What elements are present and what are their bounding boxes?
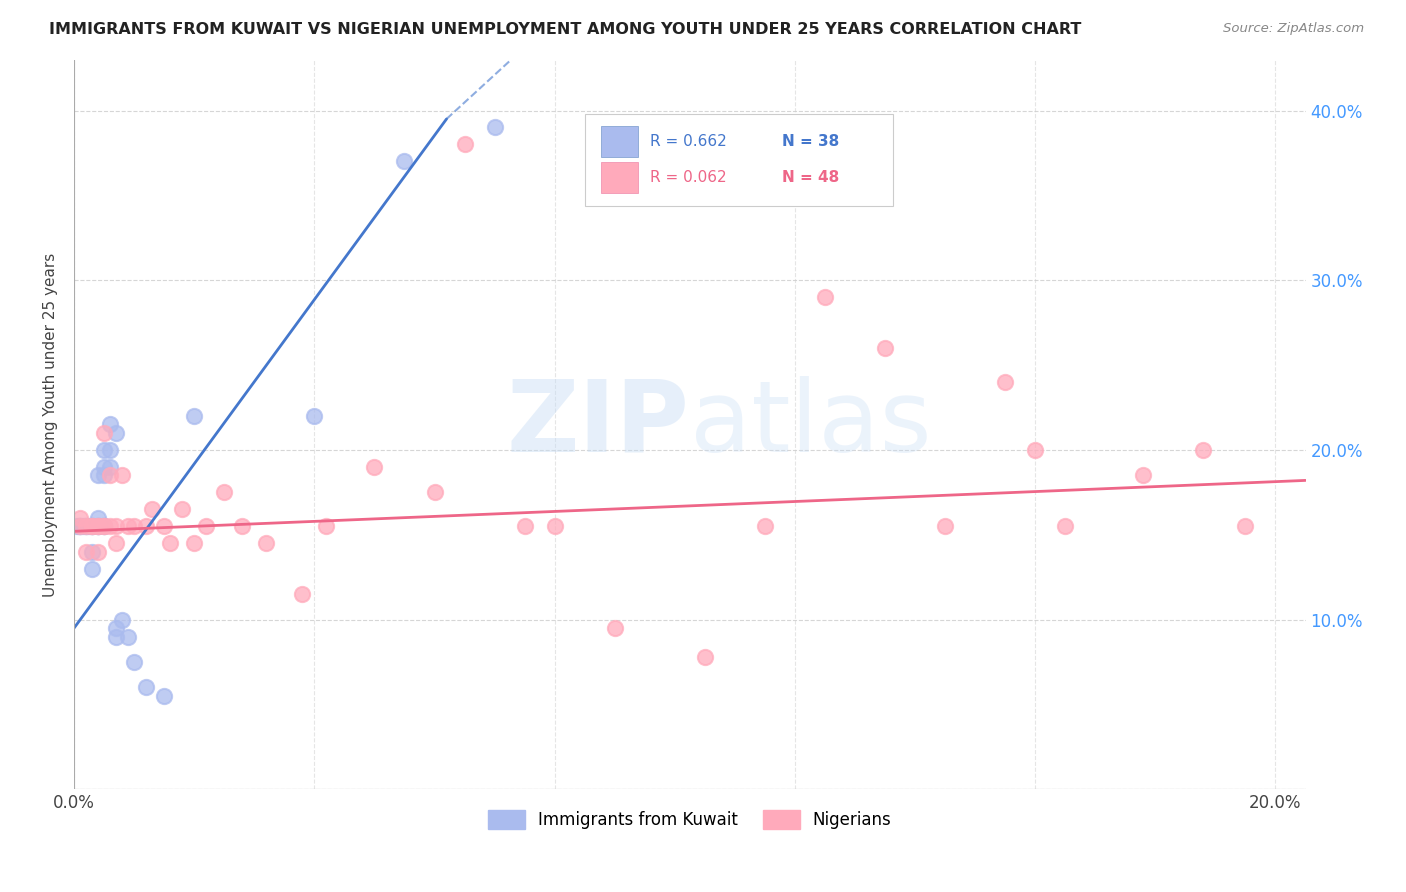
Point: [98, 468, 121, 483]
Text: N = 48: N = 48: [782, 170, 839, 186]
Point: [82, 519, 104, 533]
Point: [69, 519, 91, 533]
Point: [231, 519, 253, 533]
Point: [1192, 442, 1215, 457]
Text: R = 0.062: R = 0.062: [651, 170, 727, 186]
Point: [75, 519, 97, 533]
Point: [82, 519, 104, 533]
Point: [66, 519, 89, 533]
Point: [69, 519, 91, 533]
FancyBboxPatch shape: [602, 126, 638, 157]
Point: [67, 519, 90, 533]
Point: [72, 519, 94, 533]
Point: [117, 630, 139, 644]
Point: [111, 613, 134, 627]
Point: [122, 519, 145, 533]
Point: [994, 375, 1017, 389]
Point: [75, 519, 97, 533]
Point: [153, 519, 176, 533]
Point: [98, 417, 121, 432]
Point: [183, 409, 205, 423]
Point: [135, 519, 157, 533]
Point: [75, 544, 97, 558]
Point: [315, 519, 337, 533]
Point: [814, 290, 837, 304]
Point: [135, 681, 157, 695]
Text: Source: ZipAtlas.com: Source: ZipAtlas.com: [1223, 22, 1364, 36]
Point: [82, 519, 104, 533]
Point: [363, 459, 385, 474]
Point: [159, 536, 181, 550]
Point: [291, 587, 314, 601]
Legend: Immigrants from Kuwait, Nigerians: Immigrants from Kuwait, Nigerians: [481, 803, 898, 836]
Point: [93, 519, 115, 533]
Point: [98, 459, 121, 474]
Point: [304, 409, 326, 423]
Point: [105, 519, 128, 533]
Point: [87, 468, 110, 483]
Point: [254, 536, 277, 550]
Point: [543, 519, 565, 533]
Point: [1024, 442, 1046, 457]
Point: [141, 502, 163, 516]
Point: [105, 536, 128, 550]
Point: [69, 510, 91, 524]
Point: [693, 649, 716, 664]
Point: [87, 519, 110, 533]
Point: [513, 519, 536, 533]
Point: [117, 519, 139, 533]
FancyBboxPatch shape: [602, 162, 638, 194]
Point: [93, 519, 115, 533]
Point: [394, 154, 416, 169]
Point: [82, 519, 104, 533]
Point: [93, 519, 115, 533]
Point: [75, 519, 97, 533]
Point: [98, 519, 121, 533]
Point: [93, 425, 115, 440]
Point: [82, 561, 104, 575]
Point: [93, 459, 115, 474]
Point: [183, 536, 205, 550]
Point: [172, 502, 194, 516]
Point: [754, 519, 776, 533]
Point: [603, 621, 626, 635]
Point: [87, 544, 110, 558]
Point: [82, 519, 104, 533]
Point: [105, 425, 128, 440]
Point: [82, 544, 104, 558]
Point: [122, 655, 145, 669]
Point: [105, 630, 128, 644]
Point: [1234, 519, 1257, 533]
Point: [98, 442, 121, 457]
Point: [153, 689, 176, 703]
Point: [87, 510, 110, 524]
FancyBboxPatch shape: [585, 114, 893, 205]
Text: IMMIGRANTS FROM KUWAIT VS NIGERIAN UNEMPLOYMENT AMONG YOUTH UNDER 25 YEARS CORRE: IMMIGRANTS FROM KUWAIT VS NIGERIAN UNEMP…: [49, 22, 1081, 37]
Point: [1054, 519, 1077, 533]
Point: [69, 519, 91, 533]
Point: [934, 519, 956, 533]
Point: [87, 519, 110, 533]
Point: [87, 519, 110, 533]
Point: [1132, 468, 1154, 483]
Text: ZIP: ZIP: [508, 376, 690, 473]
Text: atlas: atlas: [690, 376, 931, 473]
Point: [93, 442, 115, 457]
Point: [873, 341, 896, 355]
Point: [87, 519, 110, 533]
Point: [214, 485, 236, 500]
Point: [93, 468, 115, 483]
Point: [453, 137, 475, 152]
Point: [484, 120, 506, 135]
Point: [423, 485, 446, 500]
Text: R = 0.662: R = 0.662: [651, 134, 727, 149]
Point: [105, 621, 128, 635]
Point: [111, 468, 134, 483]
Point: [87, 519, 110, 533]
Point: [77, 519, 100, 533]
Point: [195, 519, 218, 533]
Text: N = 38: N = 38: [782, 134, 839, 149]
Point: [93, 519, 115, 533]
Y-axis label: Unemployment Among Youth under 25 years: Unemployment Among Youth under 25 years: [44, 252, 58, 597]
